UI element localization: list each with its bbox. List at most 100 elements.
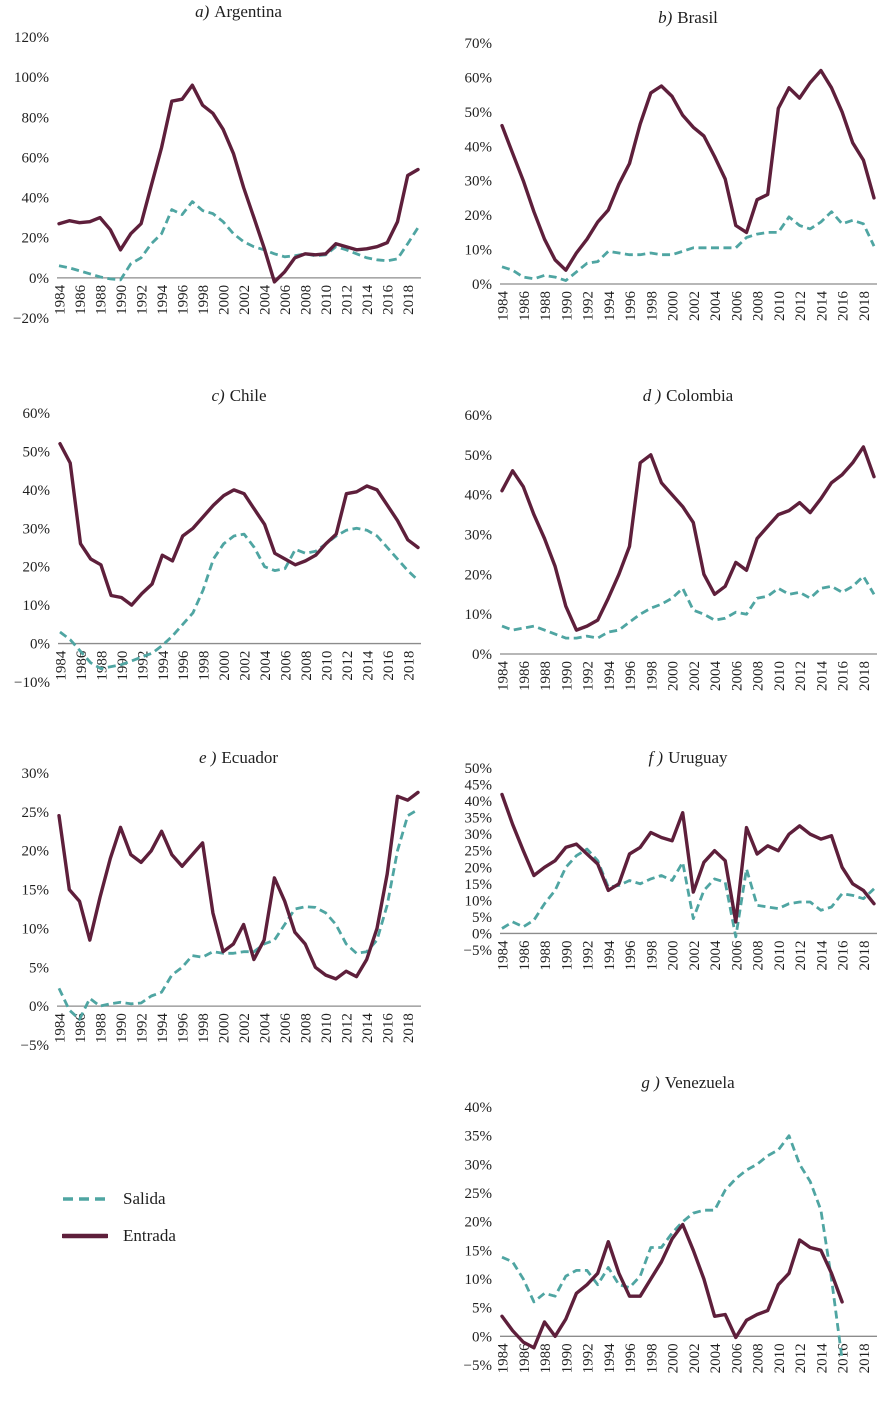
x-tick-label: 2002: [237, 1013, 253, 1043]
chart-title-name: Chile: [229, 386, 267, 405]
x-tick-label: 1994: [602, 661, 618, 692]
plot-chile: 60%50%40%30%20%10%0%−10%1984 1986 1988 1990…: [14, 406, 421, 691]
x-tick-label: 1986: [517, 940, 533, 971]
chart-panel-chile: c) Chile 60% 50% 40% 30% 20% 10% 0% −10% 1984 1986…: [0, 380, 438, 718]
x-tick-label: 2008: [751, 661, 767, 691]
x-tick-label: 2008: [751, 940, 767, 970]
entrada-line: [57, 790, 420, 981]
x-tick-label: 1996: [176, 284, 192, 315]
x-tick-label: 2006: [729, 291, 745, 322]
salida-dashed-key-icon: [63, 1197, 107, 1201]
y-tick-label: 10%: [465, 1272, 493, 1288]
x-axis-labels: 1984 1986 1988 1990 1992 1994 1996 1998 2000 2002…: [496, 661, 873, 692]
plot-ecuador: 30%25%20%15%10%5%0%−5%1984 1986 1988 1990 19…: [21, 766, 421, 1054]
y-axis-labels: 30% 25% 20% 15% 10% 5% 0% −5%: [21, 766, 49, 1054]
x-tick-label: 2000: [666, 940, 682, 970]
x-tick-label: 1988: [538, 940, 554, 970]
x-tick-label: 2004: [258, 650, 274, 681]
x-tick-label: 2010: [772, 661, 788, 691]
y-tick-label: 40%: [22, 191, 50, 207]
x-tick-label: 1990: [559, 291, 575, 321]
entrada-line: [500, 1222, 844, 1350]
x-tick-label: 1988: [94, 651, 110, 681]
y-tick-label: 100%: [14, 70, 49, 86]
y-tick-label: 40%: [465, 794, 493, 810]
x-tick-label: 1990: [114, 1013, 130, 1043]
chart-panel-brasil: b) Brasil 70% 60% 50% 40% 30% 20% 10% 0% 1984 1986…: [437, 0, 877, 378]
x-tick-label: 2016: [836, 1343, 852, 1374]
x-tick-label: 1992: [135, 1013, 151, 1043]
y-tick-label: 40%: [465, 139, 493, 155]
x-tick-label: 1996: [623, 661, 639, 692]
chart-title-name: Venezuela: [664, 1073, 735, 1092]
x-tick-label: 2016: [381, 1013, 397, 1044]
y-tick-label: 25%: [465, 844, 493, 860]
y-tick-label: 25%: [22, 805, 50, 821]
x-tick-label: 2016: [381, 650, 397, 681]
chart-title-prefix: c): [211, 386, 225, 405]
legend: Salida Entrada: [62, 1186, 302, 1260]
y-axis-labels: 60% 50% 40% 30% 20% 10% 0%: [465, 408, 493, 663]
entrada-line: [57, 83, 420, 284]
y-tick-label: 50%: [23, 444, 51, 460]
y-tick-label: 10%: [465, 893, 493, 909]
x-tick-label: 2008: [299, 1013, 315, 1043]
y-tick-label: 15%: [22, 883, 50, 899]
chart-title-ecuador: e ) Ecuador: [59, 748, 418, 768]
y-tick-label: 50%: [465, 448, 493, 464]
chart-title-prefix: f ): [648, 748, 664, 767]
x-tick-label: 1984: [496, 1343, 512, 1374]
x-tick-label: 2002: [687, 940, 703, 970]
entrada-solid-key-icon: [62, 1233, 108, 1239]
x-tick-label: 2012: [793, 1343, 809, 1373]
x-tick-label: 2008: [299, 285, 315, 315]
x-tick-label: 2006: [729, 1343, 745, 1374]
y-tick-label: 0%: [29, 271, 49, 287]
y-tick-label: 20%: [465, 567, 493, 583]
x-tick-label: 1986: [73, 1013, 89, 1044]
x-tick-label: 2002: [238, 651, 254, 681]
chart-panel-colombia: d ) Colombia 60% 50% 40% 30% 20% 10% 0% 1984 1986…: [437, 380, 877, 718]
salida-line: [59, 526, 419, 671]
x-tick-label: 2018: [401, 1013, 417, 1043]
y-tick-label: 30%: [22, 766, 50, 782]
y-tick-label: −5%: [21, 1038, 49, 1054]
salida-line: [501, 847, 875, 939]
y-tick-label: 10%: [465, 607, 493, 623]
entrada-line: [500, 445, 876, 632]
y-axis-labels: 50%45%40%35%30%25%20%15%10%5%0%−5%: [464, 761, 492, 959]
x-tick-label: 1992: [581, 1343, 597, 1373]
x-tick-label: 1992: [581, 291, 597, 321]
x-tick-label: 1990: [559, 661, 575, 691]
x-tick-label: 2006: [278, 284, 294, 315]
y-tick-label: 20%: [465, 860, 493, 876]
chart-title-prefix: b): [658, 8, 673, 27]
x-tick-label: 1988: [94, 285, 110, 315]
x-tick-label: 2006: [278, 1013, 294, 1044]
y-tick-label: 45%: [465, 778, 493, 794]
x-tick-label: 1990: [114, 285, 130, 315]
legend-row-entrada: Entrada: [62, 1223, 302, 1249]
y-tick-label: 5%: [472, 910, 492, 926]
legend-label-salida: Salida: [123, 1189, 166, 1208]
entrada-line: [58, 442, 420, 607]
y-tick-label: 70%: [465, 36, 493, 52]
chart-title-prefix: g ): [641, 1073, 660, 1092]
y-tick-label: 5%: [29, 960, 49, 976]
chart-panel-ecuador: e ) Ecuador 30% 25% 20% 15% 10% 5% 0% −5% 1984 198…: [0, 745, 438, 1075]
x-tick-label: 2010: [772, 940, 788, 970]
x-tick-label: 2002: [687, 1343, 703, 1373]
chart-title-prefix: d ): [642, 386, 662, 405]
x-tick-label: 1998: [196, 285, 212, 315]
x-tick-label: 2014: [814, 940, 830, 971]
x-tick-label: 2004: [708, 291, 724, 322]
chart-title-name: Uruguay: [668, 748, 728, 767]
y-tick-label: 30%: [465, 1157, 493, 1173]
x-axis-labels: 1984 1986 1988 1990 1992 1994 1996 1998 2000 2002…: [53, 284, 418, 315]
x-tick-label: 2004: [708, 1343, 724, 1374]
x-tick-label: 2006: [729, 940, 745, 971]
y-tick-label: 20%: [23, 560, 51, 576]
x-tick-label: 1994: [155, 1013, 171, 1044]
x-tick-label: 1984: [54, 650, 70, 681]
